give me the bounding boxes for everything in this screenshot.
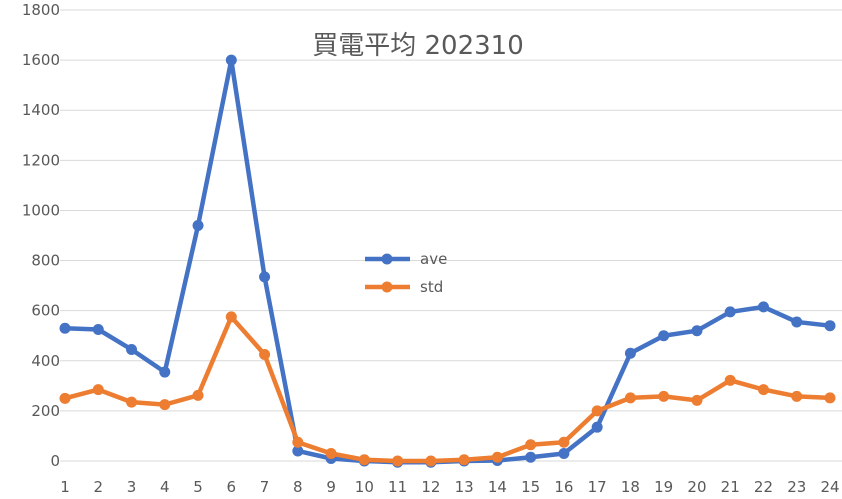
data-point-std [325,447,337,459]
x-tick-label: 21 [721,478,740,496]
data-point-std [225,311,237,323]
x-tick-label: 12 [421,478,440,496]
data-point-ave [724,306,736,318]
y-tick-label: 200 [31,402,60,420]
data-point-ave [525,451,537,463]
y-tick-label: 1800 [22,1,60,19]
data-point-ave [757,301,769,313]
data-point-ave [658,330,670,342]
y-tick-label: 0 [50,452,60,470]
series-layer [59,54,836,468]
y-tick-label: 1600 [22,51,60,69]
legend: ave std [365,250,447,296]
x-tick-label: 8 [293,478,303,496]
y-tick-label: 400 [31,352,60,370]
data-point-ave [92,323,104,335]
x-tick-label: 5 [193,478,203,496]
data-point-std [757,384,769,396]
x-tick-label: 24 [820,478,839,496]
series-ave [59,54,836,468]
data-point-std [724,374,736,386]
data-point-std [126,396,138,408]
data-point-std [92,384,104,396]
data-point-ave [159,366,171,378]
data-point-std [791,390,803,402]
data-point-std [525,439,537,451]
data-point-std [159,399,171,411]
data-point-std [824,392,836,404]
x-tick-label: 23 [787,478,806,496]
data-point-std [458,454,470,466]
data-point-std [691,394,703,406]
y-tick-label: 1200 [22,151,60,169]
data-point-ave [591,421,603,433]
data-point-std [358,454,370,466]
data-point-ave [126,344,138,356]
data-point-std [558,436,570,448]
x-tick-label: 7 [260,478,270,496]
data-point-ave [59,322,71,334]
x-tick-label: 2 [93,478,103,496]
data-point-ave [624,347,636,359]
y-axis-tick-labels: 0 200 400 600 800 1000 1200 1400 1600 1800 [22,1,60,470]
x-tick-label: 9 [326,478,336,496]
x-tick-label: 17 [588,478,607,496]
x-tick-label: 3 [127,478,137,496]
legend-label-std: std [420,278,443,296]
data-point-std [658,390,670,402]
y-tick-label: 1400 [22,101,60,119]
chart-title: 買電平均 202310 [312,31,524,61]
data-point-ave [192,219,204,231]
x-tick-label: 1 [60,478,70,496]
legend-label-ave: ave [420,250,447,268]
x-tick-label: 4 [160,478,170,496]
data-point-std [392,455,404,467]
gridlines [60,9,842,462]
x-tick-label: 11 [388,478,407,496]
legend-marker-ave [381,253,393,265]
data-point-std [192,389,204,401]
x-tick-label: 6 [227,478,237,496]
data-point-ave [259,271,271,283]
x-tick-label: 16 [554,478,573,496]
data-point-std [425,455,437,467]
series-line-std [62,314,833,464]
data-point-std [591,405,603,417]
data-point-std [292,436,304,448]
data-point-ave [558,447,570,459]
x-tick-label: 10 [355,478,374,496]
data-point-ave [292,445,304,457]
legend-marker-std [381,281,393,293]
x-tick-label: 22 [754,478,773,496]
data-point-std [624,392,636,404]
y-tick-label: 600 [31,302,60,320]
data-point-ave [824,320,836,332]
x-tick-label: 20 [687,478,706,496]
x-tick-label: 13 [455,478,474,496]
data-point-std [259,349,271,361]
x-axis-tick-labels: 1 2 3 4 5 6 7 8 9 10 11 12 13 14 15 16 17 18 19 20 21 22 23 24 [60,478,839,496]
data-point-ave [225,54,237,66]
data-point-std [491,451,503,463]
data-point-ave [791,316,803,328]
data-point-std [59,392,71,404]
x-tick-label: 14 [488,478,507,496]
series-std [59,311,836,467]
y-tick-label: 1000 [22,201,60,219]
x-tick-label: 18 [621,478,640,496]
x-tick-label: 19 [654,478,673,496]
data-point-ave [691,325,703,337]
x-tick-label: 15 [521,478,540,496]
y-tick-label: 800 [31,252,60,270]
